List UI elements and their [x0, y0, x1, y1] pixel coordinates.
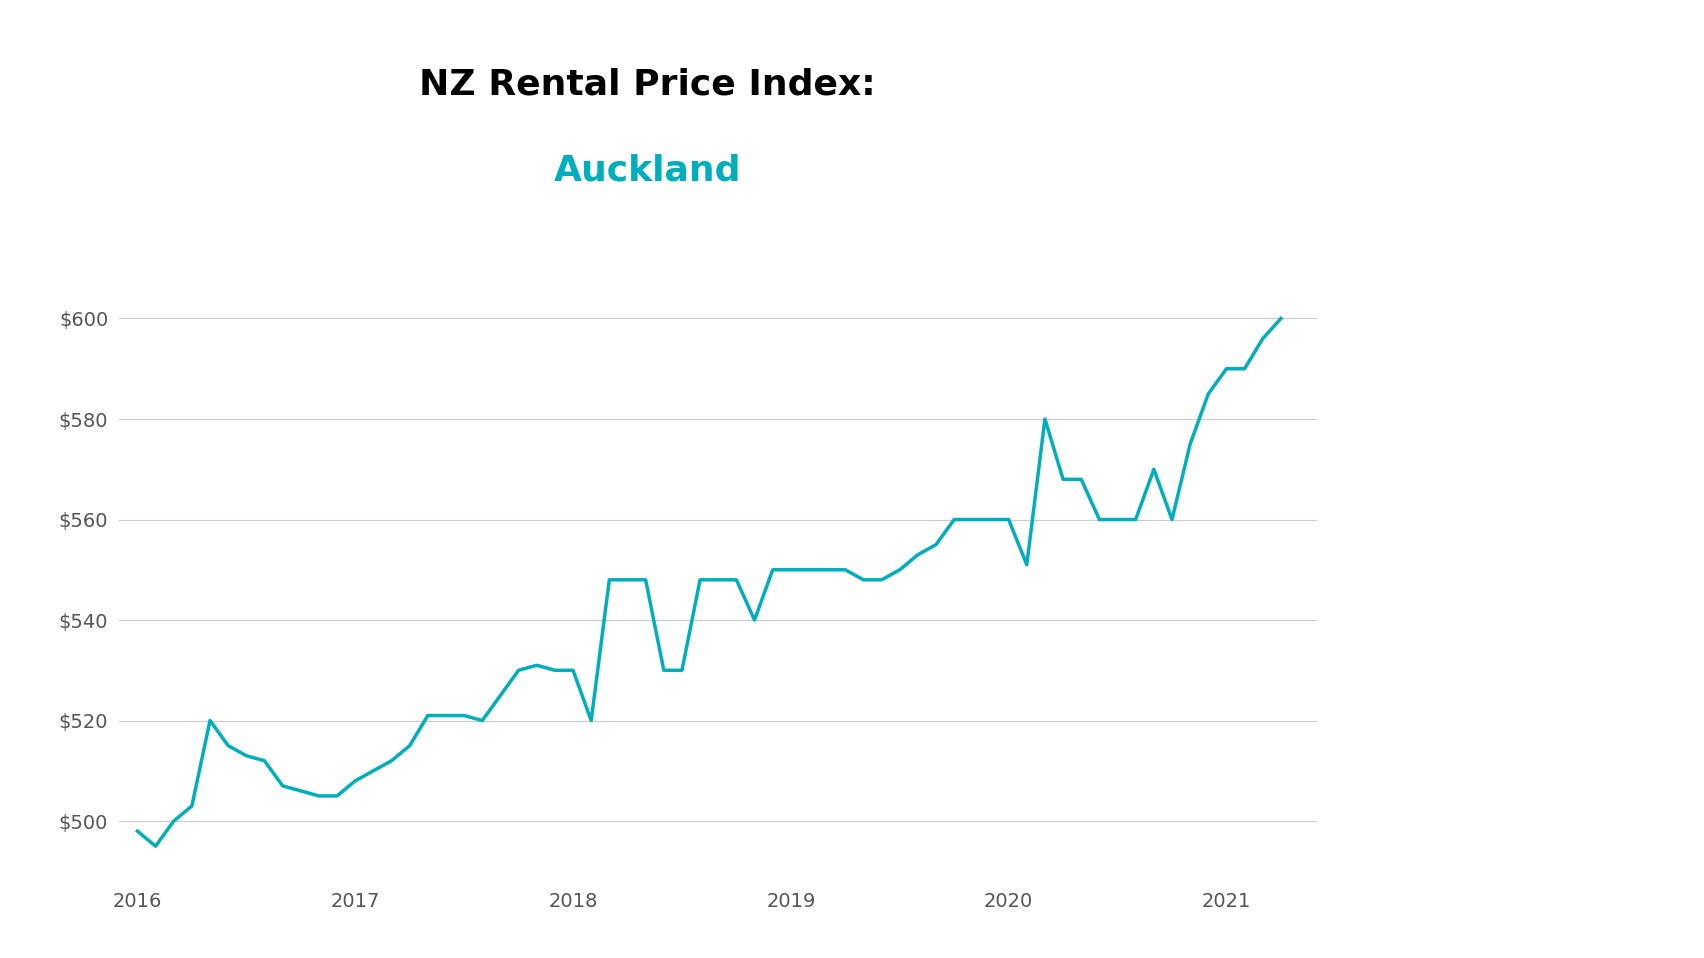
Text: NZ Rental Price Index:: NZ Rental Price Index: [419, 67, 876, 101]
Text: 18%: 18% [1426, 537, 1586, 606]
Text: trademe: trademe [1462, 804, 1520, 818]
Text: have increased: have increased [1394, 510, 1619, 536]
Text: Rental Prices: Rental Prices [1408, 473, 1605, 499]
Text: Auckland: Auckland [554, 153, 741, 187]
Text: property: property [1416, 824, 1566, 853]
Text: Since October 2016: Since October 2016 [1368, 624, 1644, 649]
